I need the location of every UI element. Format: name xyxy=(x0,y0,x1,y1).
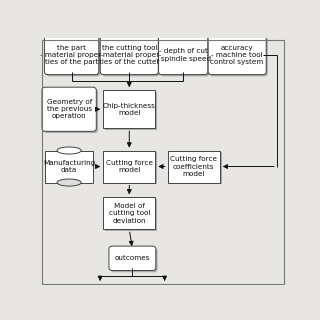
FancyBboxPatch shape xyxy=(44,36,99,75)
FancyBboxPatch shape xyxy=(46,37,100,76)
Text: - depth of cut
- spindle speed: - depth of cut - spindle speed xyxy=(156,48,211,62)
FancyBboxPatch shape xyxy=(42,87,96,131)
FancyBboxPatch shape xyxy=(168,150,220,182)
FancyBboxPatch shape xyxy=(158,36,208,75)
FancyBboxPatch shape xyxy=(160,37,210,76)
FancyBboxPatch shape xyxy=(103,90,155,128)
Text: Geometry of
the previous
operation: Geometry of the previous operation xyxy=(46,99,92,119)
FancyBboxPatch shape xyxy=(105,92,157,130)
Text: Manufacturing
data: Manufacturing data xyxy=(43,160,95,173)
FancyBboxPatch shape xyxy=(102,37,160,76)
Text: the part
- material proper-
ties of the part: the part - material proper- ties of the … xyxy=(40,45,103,65)
FancyBboxPatch shape xyxy=(100,36,158,75)
FancyBboxPatch shape xyxy=(45,150,93,182)
FancyBboxPatch shape xyxy=(105,152,157,184)
Text: Chip-thickness
model: Chip-thickness model xyxy=(103,103,156,116)
FancyBboxPatch shape xyxy=(109,246,156,270)
FancyBboxPatch shape xyxy=(103,197,155,229)
FancyBboxPatch shape xyxy=(208,36,266,75)
Text: Model of
cutting tool
deviation: Model of cutting tool deviation xyxy=(108,203,150,224)
FancyBboxPatch shape xyxy=(210,37,268,76)
FancyBboxPatch shape xyxy=(44,89,98,133)
Text: Cutting force
model: Cutting force model xyxy=(106,160,153,173)
FancyBboxPatch shape xyxy=(103,150,155,182)
Text: accuracy
- machine tool
control system: accuracy - machine tool control system xyxy=(211,45,264,65)
FancyBboxPatch shape xyxy=(105,199,157,231)
Text: outcomes: outcomes xyxy=(115,255,150,261)
Text: Cutting force
coefficients
model: Cutting force coefficients model xyxy=(170,156,217,177)
Text: the cutting tool
- material proper-
ties of the cutter: the cutting tool - material proper- ties… xyxy=(98,45,161,65)
Ellipse shape xyxy=(57,147,81,154)
FancyBboxPatch shape xyxy=(170,152,221,184)
FancyBboxPatch shape xyxy=(111,248,157,272)
Ellipse shape xyxy=(57,179,81,186)
